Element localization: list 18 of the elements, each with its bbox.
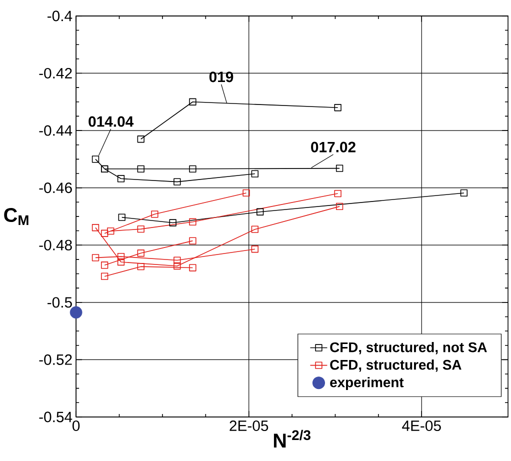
y-tick-label: -0.46 <box>39 182 72 194</box>
legend-label: experiment <box>330 377 404 390</box>
y-tick-label: -0.52 <box>39 354 72 366</box>
y-tick-label: -0.42 <box>39 68 72 79</box>
y-tick-label: -0.5 <box>48 297 72 308</box>
y-axis-title: C$_{M}$ <box>4 208 28 226</box>
x-tick-label: 4E-05 <box>402 420 441 432</box>
annotation: 014.04 <box>88 116 134 127</box>
y-tick-label: -0.54 <box>39 412 72 422</box>
legend-label: CFD, structured, SA <box>330 360 462 372</box>
x-tick-label: 0 <box>72 420 80 432</box>
y-tick-label: -0.4 <box>48 10 72 22</box>
legend-label: CFD, structured, not SA <box>330 342 487 354</box>
x-axis-title: N$^{-2/3}$ <box>274 430 310 448</box>
y-tick-label: -0.44 <box>39 125 72 136</box>
annotation: 017.02 <box>311 142 356 152</box>
y-tick-label: -0.48 <box>39 240 72 250</box>
x-tick-label: 2E-05 <box>230 420 268 432</box>
